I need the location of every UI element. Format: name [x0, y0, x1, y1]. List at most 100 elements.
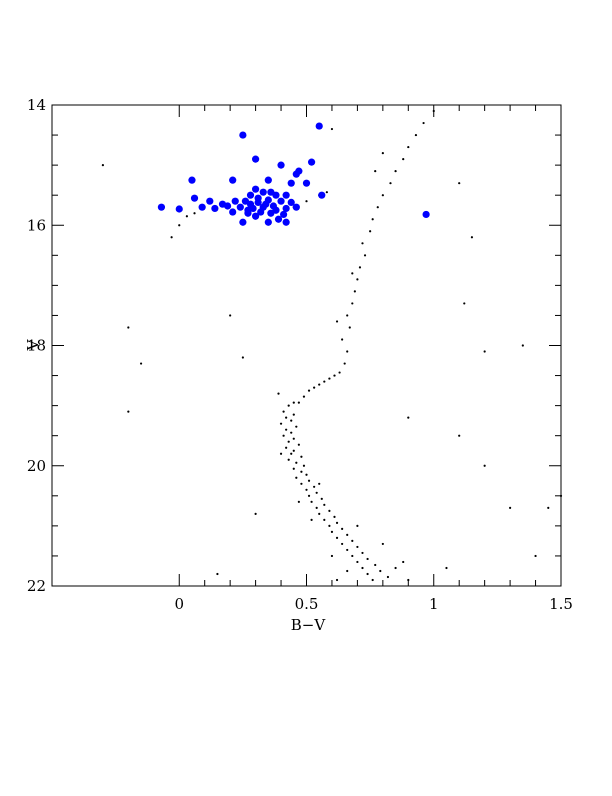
star-point	[139, 362, 143, 365]
star-point	[292, 449, 295, 452]
star-point	[333, 515, 336, 518]
hb-star-point	[229, 208, 237, 216]
hb-star-point	[236, 203, 244, 211]
star-point	[297, 401, 300, 404]
star-point	[348, 326, 351, 329]
star-point	[282, 410, 285, 413]
hb-star-point	[318, 191, 326, 199]
star-point	[547, 506, 550, 509]
star-point	[292, 467, 295, 470]
star-point	[381, 152, 384, 155]
star-point	[290, 431, 293, 434]
star-point	[386, 575, 390, 579]
star-point	[315, 491, 318, 494]
x-tick-label: 0	[174, 595, 184, 613]
star-point	[318, 383, 321, 386]
star-point	[320, 497, 323, 500]
star-point	[341, 527, 344, 530]
star-point	[305, 200, 308, 203]
hb-star-point	[277, 197, 285, 205]
star-point	[328, 509, 331, 512]
star-point	[483, 464, 486, 467]
star-point	[351, 554, 354, 558]
hb-star-point	[267, 188, 275, 196]
hb-star-point	[231, 197, 239, 205]
star-point	[277, 392, 280, 395]
hb-star-point	[211, 204, 219, 213]
star-point	[290, 452, 293, 455]
star-point	[483, 350, 486, 353]
star-point	[407, 578, 410, 582]
star-point	[295, 425, 298, 428]
star-point	[338, 371, 341, 374]
star-point	[358, 266, 362, 269]
star-point	[287, 458, 290, 461]
star-point	[330, 127, 334, 131]
star-point	[363, 254, 367, 257]
star-point	[402, 158, 405, 161]
star-point	[470, 236, 474, 239]
star-point	[341, 542, 344, 546]
hb-star-point	[282, 191, 290, 199]
star-point	[178, 224, 181, 227]
star-point	[379, 569, 382, 573]
star-point	[297, 443, 300, 446]
star-point	[300, 455, 303, 458]
star-point	[371, 218, 374, 221]
star-point	[279, 452, 283, 455]
hb-star-point	[252, 185, 260, 193]
star-point	[351, 302, 354, 305]
star-point	[534, 554, 537, 558]
hb-star-point	[224, 202, 232, 210]
star-point	[101, 164, 104, 167]
x-axis-label: B−V	[291, 616, 327, 634]
hb-star-point	[252, 155, 260, 163]
star-point	[295, 476, 298, 479]
hb-star-point	[246, 200, 255, 208]
star-point	[381, 542, 384, 546]
star-point	[127, 326, 130, 329]
star-point	[422, 121, 425, 125]
y-axis-label: V	[24, 338, 42, 351]
star-point	[325, 191, 328, 194]
hb-star-point	[246, 191, 255, 199]
hb-star-point	[262, 200, 270, 208]
star-point	[307, 494, 311, 497]
hb-star-point	[244, 206, 252, 214]
star-point	[302, 464, 306, 467]
star-point	[353, 290, 356, 293]
star-point	[394, 566, 397, 570]
star-point	[127, 410, 130, 413]
hb-star-point	[239, 218, 247, 226]
hb-star-point	[229, 176, 237, 184]
star-point	[318, 482, 321, 485]
star-point	[361, 551, 364, 555]
hb-star-point	[257, 208, 265, 216]
star-point	[374, 170, 377, 173]
hb-star-point	[307, 158, 316, 166]
star-point	[313, 386, 316, 389]
star-point	[407, 416, 410, 419]
star-point	[241, 356, 244, 359]
star-point	[323, 380, 326, 383]
star-point	[328, 377, 331, 380]
star-point	[305, 473, 308, 476]
star-point	[402, 560, 405, 564]
hb-star-point	[279, 210, 288, 219]
hb-star-point	[198, 203, 206, 211]
star-point	[356, 524, 359, 527]
star-point	[330, 530, 334, 533]
star-point	[302, 395, 306, 398]
star-point	[310, 518, 313, 521]
star-point	[229, 314, 232, 317]
star-point	[307, 479, 311, 482]
star-point	[521, 344, 524, 347]
star-point	[287, 404, 290, 407]
star-point	[285, 446, 288, 449]
hb-star-point	[274, 215, 283, 223]
hb-star-point	[292, 203, 300, 211]
hb-star-point	[422, 210, 430, 219]
star-point	[346, 533, 349, 536]
star-point	[287, 440, 290, 443]
